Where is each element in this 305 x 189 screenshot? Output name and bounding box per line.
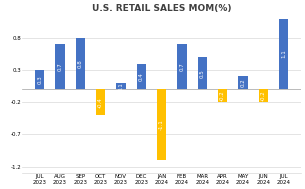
Text: -0.2: -0.2 (220, 90, 225, 101)
Bar (178, 44, 187, 89)
Title: U.S. RETAIL SALES MOM(%): U.S. RETAIL SALES MOM(%) (92, 4, 231, 13)
Bar (239, 77, 248, 89)
Text: 0.2: 0.2 (240, 79, 246, 87)
Bar (35, 70, 44, 89)
Bar (279, 19, 288, 89)
Text: 0.3: 0.3 (37, 75, 42, 84)
Text: 0.7: 0.7 (57, 62, 63, 71)
Text: 0.8: 0.8 (78, 59, 83, 68)
Bar (218, 89, 227, 102)
Text: 0.5: 0.5 (200, 69, 205, 78)
Text: 1.1: 1.1 (281, 50, 286, 58)
Bar (259, 89, 268, 102)
Text: -1.1: -1.1 (159, 119, 164, 130)
Text: -0.4: -0.4 (98, 97, 103, 108)
Text: -0.2: -0.2 (261, 90, 266, 101)
Bar (76, 38, 85, 89)
Bar (137, 64, 146, 89)
Bar (56, 44, 65, 89)
Bar (117, 83, 126, 89)
Text: 0.4: 0.4 (139, 72, 144, 81)
Text: 0.1: 0.1 (118, 82, 124, 91)
Bar (96, 89, 105, 115)
Bar (157, 89, 166, 160)
Bar (198, 57, 207, 89)
Text: 0.7: 0.7 (179, 62, 185, 71)
